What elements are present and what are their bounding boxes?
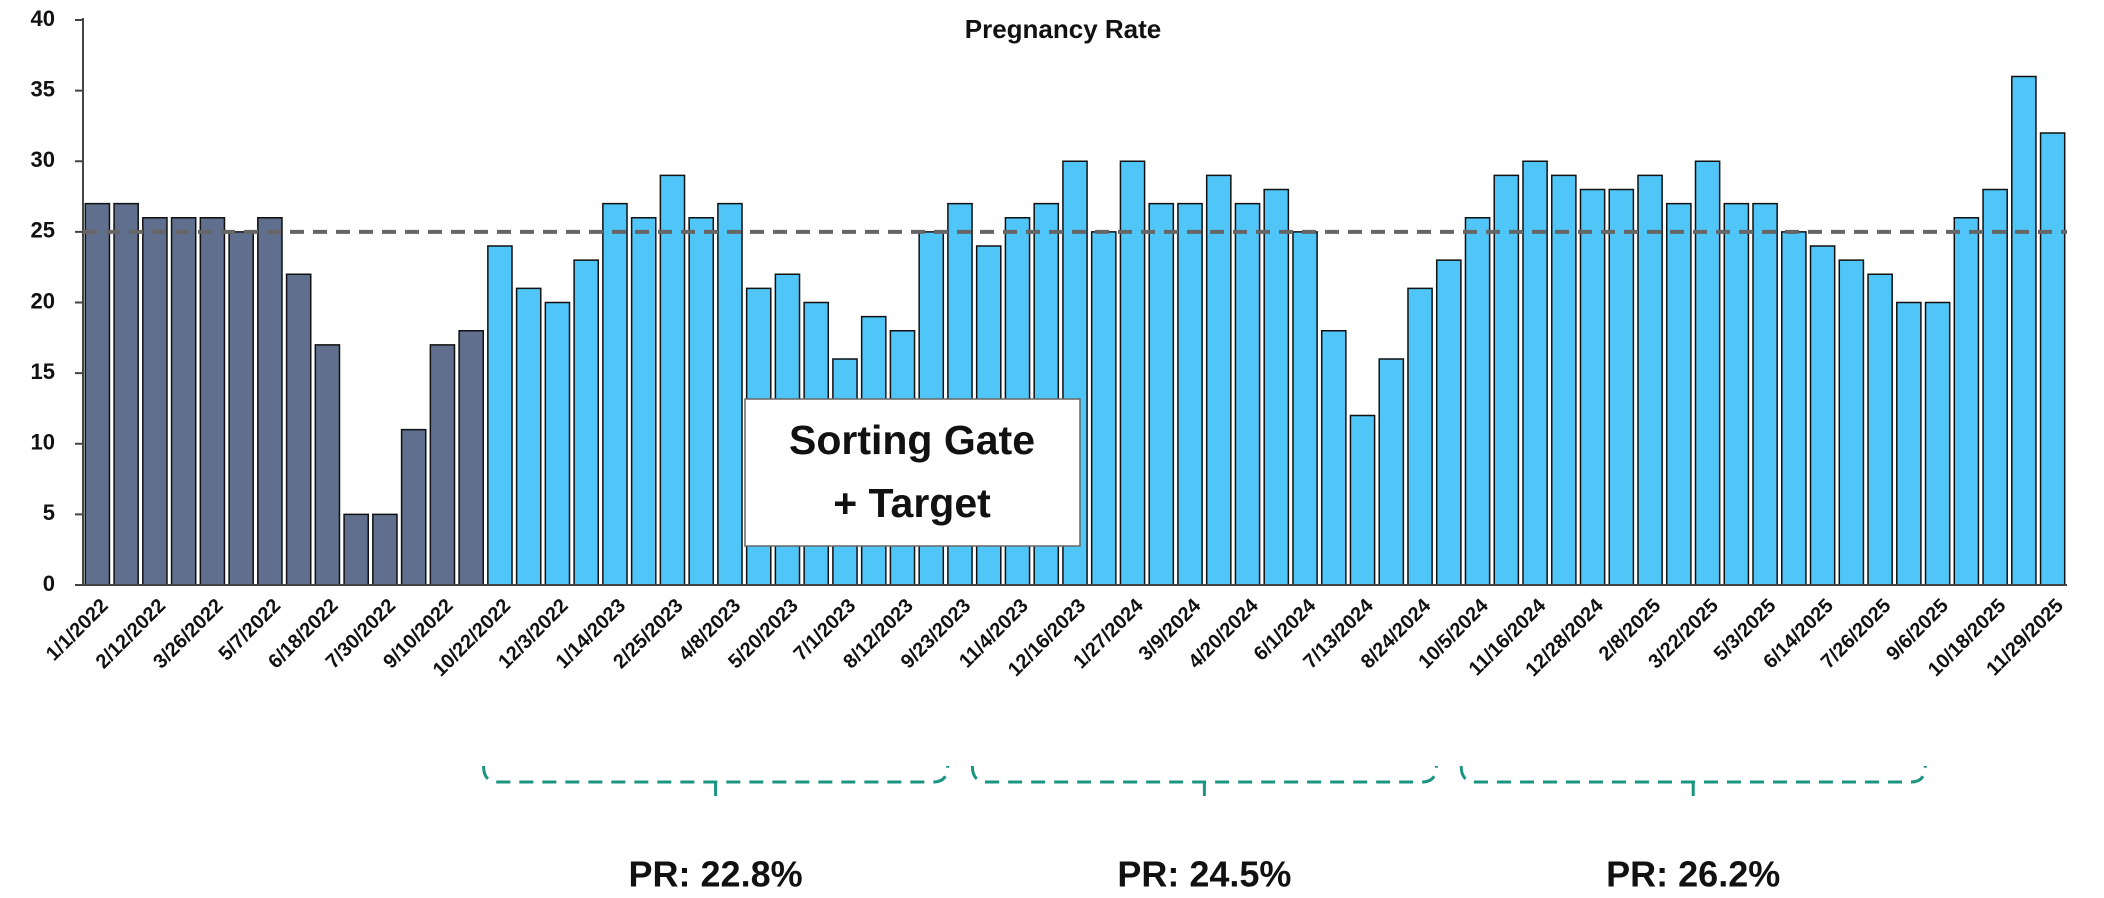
y-tick-label: 25 [31, 218, 55, 243]
bar [1838, 259, 1865, 586]
bar [113, 202, 139, 586]
period-label: PR: 22.8% [629, 854, 803, 895]
chart-title: Pregnancy Rate [965, 14, 1162, 44]
annotation-text: Sorting Gate [789, 417, 1035, 463]
bar [1493, 174, 1520, 586]
bar [1292, 231, 1318, 586]
bar [84, 202, 111, 586]
bar [1982, 188, 2008, 586]
y-tick-label: 5 [43, 500, 55, 525]
bar [343, 513, 369, 586]
y-tick-label: 35 [31, 76, 55, 101]
bar [458, 330, 485, 586]
bar [1320, 330, 1347, 586]
bar [1205, 174, 1232, 586]
period-label: PR: 26.2% [1606, 854, 1780, 895]
annotation-text: + Target [833, 480, 991, 526]
bar [1781, 231, 1807, 586]
bar [515, 287, 542, 586]
bar [717, 202, 743, 586]
bar [1752, 202, 1778, 586]
bar [372, 513, 398, 586]
bar [142, 217, 168, 586]
bar [2011, 75, 2037, 586]
period-bracket [970, 765, 1438, 804]
y-tick-label: 0 [43, 571, 55, 596]
bar [1809, 245, 1836, 586]
bar [1435, 259, 1462, 586]
bar [659, 174, 686, 586]
bar [257, 217, 283, 586]
bar [228, 231, 254, 586]
bar [1608, 188, 1635, 586]
period-bracket [482, 765, 950, 804]
period-label: PR: 24.5% [1117, 854, 1291, 895]
bar [1522, 160, 1548, 586]
bar [1407, 287, 1433, 586]
bar [429, 344, 456, 586]
y-tick-label: 15 [31, 359, 55, 384]
bar [1550, 174, 1577, 586]
bar [688, 217, 715, 586]
bar [1349, 414, 1376, 586]
bar [630, 217, 657, 586]
bar [487, 245, 513, 586]
bar [2039, 132, 2066, 586]
bar [1953, 217, 1980, 586]
bar [1579, 188, 1606, 586]
bar [1263, 188, 1290, 586]
bar [1694, 160, 1721, 586]
bar [400, 428, 427, 586]
bar [285, 273, 312, 586]
bar [170, 217, 197, 586]
bar [1177, 202, 1203, 586]
bar [1637, 174, 1663, 586]
bar [199, 217, 226, 586]
bar [602, 202, 628, 586]
annotation-box [744, 398, 1081, 547]
bar [573, 259, 600, 586]
y-tick-label: 10 [31, 430, 55, 455]
bar [1867, 273, 1893, 586]
period-bracket [1459, 765, 1927, 804]
y-tick-label: 40 [31, 6, 55, 31]
bar [1234, 202, 1261, 586]
y-tick-label: 20 [31, 288, 55, 313]
bar [1896, 301, 1922, 586]
bar [544, 301, 571, 586]
bar [1665, 202, 1692, 586]
y-tick-label: 30 [31, 147, 55, 172]
bar [1924, 301, 1951, 586]
bar [1378, 358, 1405, 586]
bar [1119, 160, 1146, 586]
bar [1464, 217, 1491, 586]
bar [1148, 202, 1175, 586]
bar [314, 344, 341, 586]
bar [1090, 231, 1117, 586]
bar [1723, 202, 1750, 586]
